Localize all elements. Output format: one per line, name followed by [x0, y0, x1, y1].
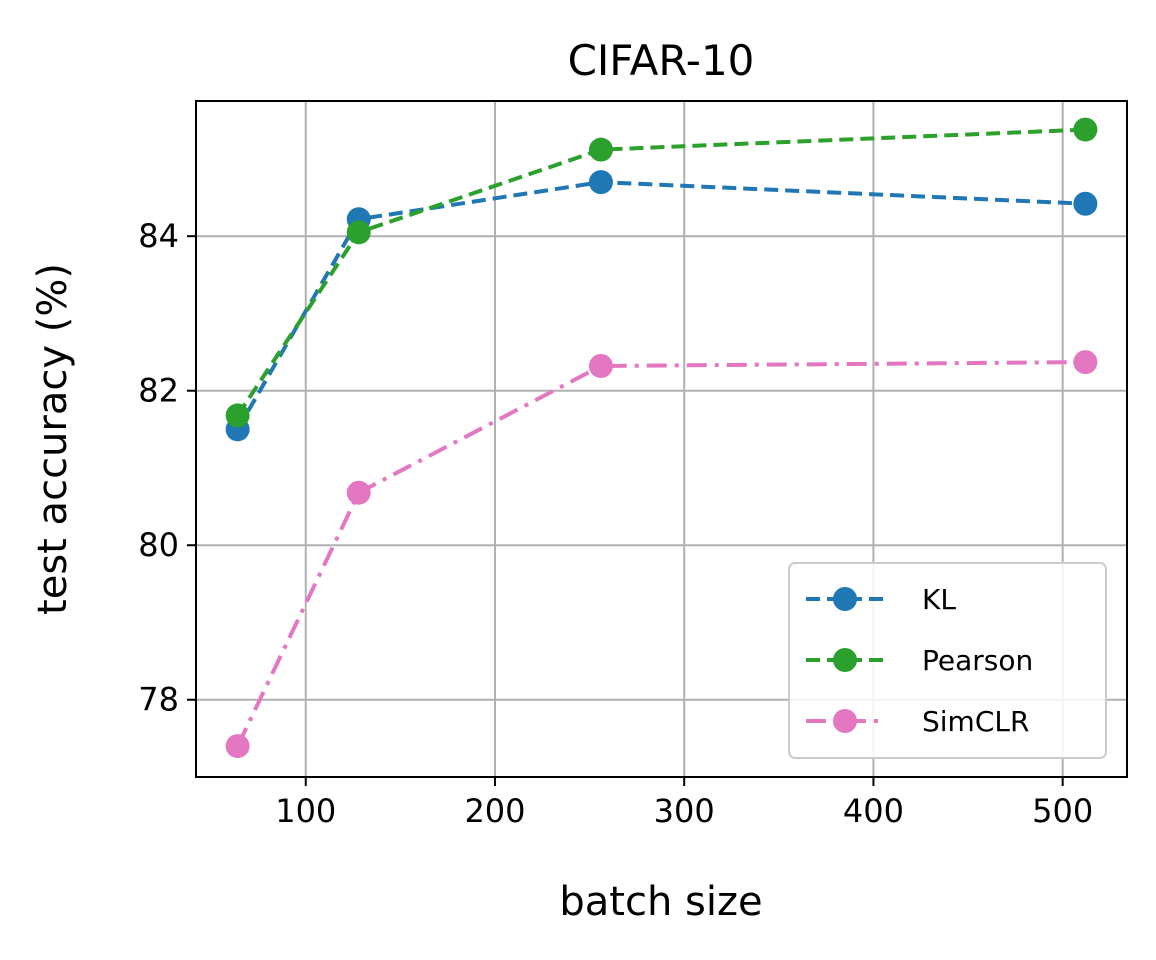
legend-label: KL: [922, 583, 956, 616]
legend-marker: [833, 648, 857, 672]
y-tick-label: 80: [138, 526, 179, 564]
data-point: [346, 480, 371, 505]
plot-frame: [195, 100, 1128, 778]
y-tick-label: 84: [138, 217, 179, 255]
x-tick-label: 400: [843, 792, 904, 830]
data-point: [588, 353, 613, 378]
x-tick-label: 300: [654, 792, 715, 830]
series-2: [225, 350, 1098, 759]
x-axis-label: batch size: [559, 879, 762, 925]
legend-marker: [833, 587, 857, 611]
data-point: [1073, 350, 1098, 375]
series-line: [235, 127, 1086, 417]
data-point: [225, 403, 250, 428]
legend: KL Pearson SimCLR: [788, 562, 1107, 759]
legend-box: [788, 562, 1107, 759]
x-axis-ticks: 100 200 300 400 500: [275, 777, 1093, 830]
legend-marker: [833, 709, 857, 733]
data-point: [1073, 117, 1098, 142]
y-tick-label: 82: [138, 372, 179, 410]
data-point: [588, 170, 613, 195]
data-point: [346, 220, 371, 245]
data-point: [225, 734, 250, 759]
x-tick-label: 100: [275, 792, 336, 830]
legend-label: SimCLR: [922, 705, 1029, 738]
y-axis-ticks: 78 80 82 84: [138, 217, 196, 719]
series-line: [235, 360, 1086, 747]
x-tick-label: 500: [1032, 792, 1093, 830]
legend-label: Pearson: [922, 644, 1033, 677]
series-line: [235, 180, 1086, 431]
y-tick-label: 78: [138, 681, 179, 719]
series-1: [225, 117, 1098, 428]
data-point: [1073, 191, 1098, 216]
chart-title: CIFAR-10: [568, 36, 755, 85]
data-point: [588, 137, 613, 162]
series-layer: [225, 117, 1098, 759]
grid: [196, 101, 1127, 777]
x-tick-label: 200: [464, 792, 525, 830]
y-axis-label: test accuracy (%): [30, 263, 76, 615]
